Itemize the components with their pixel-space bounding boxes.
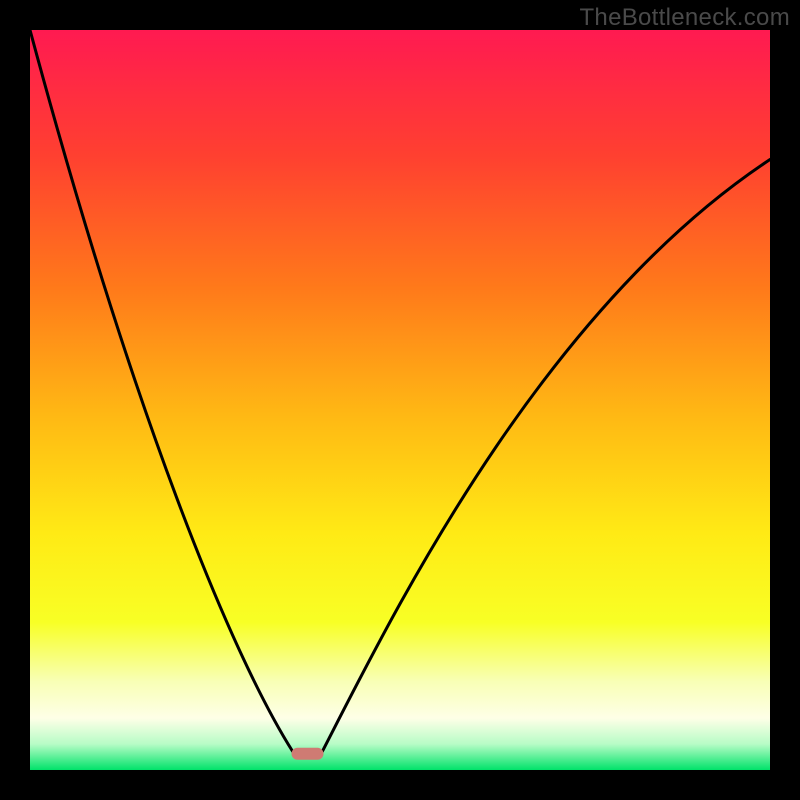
chart-container: TheBottleneck.com: [0, 0, 800, 800]
plot-svg: [0, 0, 800, 800]
watermark-text: TheBottleneck.com: [579, 4, 790, 32]
optimal-marker: [292, 748, 324, 760]
